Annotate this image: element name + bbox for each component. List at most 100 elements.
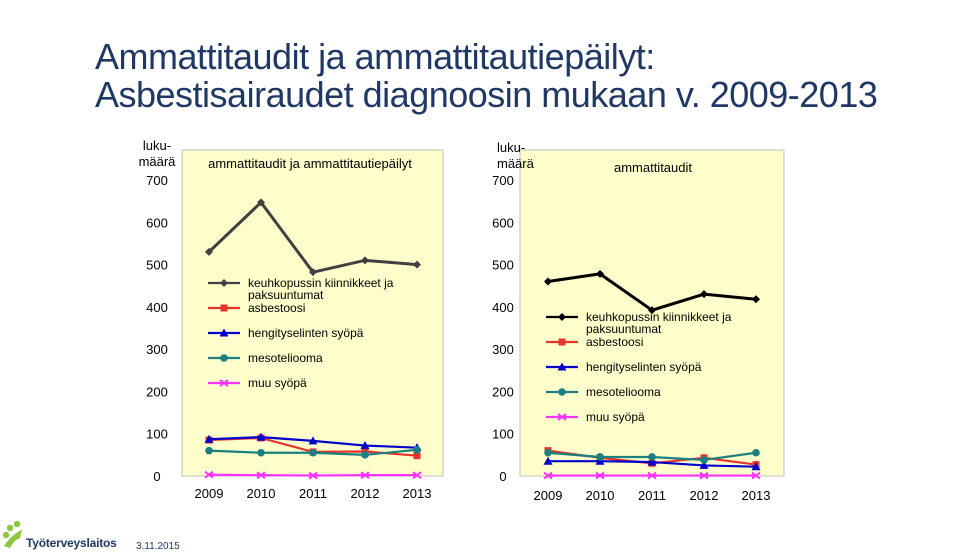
data-point-2013 <box>413 452 421 460</box>
x-tick-label-2012: 2012 <box>690 488 719 503</box>
y-tick-label-0: 0 <box>499 469 506 484</box>
legend-label: mesoteliooma <box>248 351 323 365</box>
logo-mark-icon <box>2 520 22 548</box>
y-tick-label-500: 500 <box>146 258 168 273</box>
data-point-2010 <box>257 448 265 457</box>
y-tick-label-300: 300 <box>492 342 514 357</box>
x-tick-label-2009: 2009 <box>534 488 563 503</box>
y-tick-label-600: 600 <box>146 215 168 230</box>
legend-swatch-marker <box>558 338 566 346</box>
x-tick-label-2010: 2010 <box>247 486 276 501</box>
series-4 <box>544 448 760 464</box>
series-1 <box>544 269 760 315</box>
data-point-2013 <box>751 462 761 471</box>
data-point-2013 <box>752 295 760 304</box>
legend: keuhkopussin kiinnikkeet japaksuuntumata… <box>546 310 732 424</box>
legend-swatch-marker <box>220 354 228 362</box>
data-point-2012 <box>699 471 709 480</box>
slide-title-line-2: Asbestisairaudet diagnoosin mukaan v. 20… <box>95 74 878 115</box>
data-point-2010 <box>257 198 265 207</box>
data-point-2009 <box>544 448 552 457</box>
data-point-2011 <box>308 436 318 445</box>
chart-panel-1: ammattitaudit ja ammattitautiepäilyt luku… <box>139 138 444 501</box>
legend-swatch-marker <box>219 379 229 387</box>
legend-label: keuhkopussin kiinnikkeet ja <box>248 276 394 290</box>
data-point-2013 <box>413 445 421 454</box>
legend-swatch-marker <box>558 388 566 396</box>
data-point-2011 <box>647 471 657 480</box>
x-tick-label-2011: 2011 <box>638 488 666 503</box>
x-tick-label-2013: 2013 <box>403 486 432 501</box>
data-point-2012 <box>699 460 709 469</box>
legend-swatch-marker <box>557 362 567 371</box>
y-axis-label-line-1: luku- <box>497 140 525 155</box>
data-point-2011 <box>648 306 656 315</box>
tyoterveyslaitos-logo <box>2 520 22 548</box>
data-point-2012 <box>700 456 708 464</box>
y-tick-label-600: 600 <box>492 215 514 230</box>
y-tick-label-500: 500 <box>492 258 514 273</box>
data-point-2013 <box>751 471 761 480</box>
plot-area <box>181 149 444 477</box>
y-tick-label-700: 700 <box>492 173 514 188</box>
series-5 <box>543 471 761 480</box>
y-tick-label-400: 400 <box>492 300 514 315</box>
data-point-2009 <box>544 277 552 286</box>
data-point-2009 <box>543 471 553 480</box>
data-point-2012 <box>360 441 370 450</box>
legend-label: muu syöpä <box>248 376 307 390</box>
x-tick-label-2011: 2011 <box>299 486 327 501</box>
legend-swatch-marker <box>219 328 229 337</box>
legend-swatch-marker <box>557 413 567 421</box>
slide-title-line-1: Ammattitaudit ja ammattitautiepäilyt: <box>95 36 655 77</box>
series-1 <box>205 198 421 277</box>
series-4 <box>205 445 421 459</box>
data-point-2011 <box>309 448 317 457</box>
y-tick-label-200: 200 <box>492 384 514 399</box>
x-tick-label-2009: 2009 <box>195 486 224 501</box>
data-point-2010 <box>596 269 604 278</box>
data-point-2010 <box>256 471 266 479</box>
slide-title: Ammattitaudit ja ammattitautiepäilyt: As… <box>95 36 878 115</box>
y-tick-label-300: 300 <box>146 342 168 357</box>
data-point-2010 <box>596 453 604 461</box>
data-point-2013 <box>412 471 422 479</box>
legend-label: muu syöpä <box>586 410 645 424</box>
legend: keuhkopussin kiinnikkeet japaksuuntumata… <box>208 276 394 390</box>
data-point-2012 <box>361 256 369 265</box>
data-point-2009 <box>204 470 214 479</box>
y-tick-label-100: 100 <box>492 427 514 442</box>
legend-swatch-marker <box>220 279 228 287</box>
chart-title: ammattitaudit ja ammattitautiepäilyt <box>208 156 412 171</box>
y-axis-label-line-1: luku- <box>143 138 171 153</box>
data-point-2010 <box>256 432 266 441</box>
y-axis-label-line-2: määrä <box>497 156 535 171</box>
data-point-2012 <box>361 451 369 459</box>
data-point-2013 <box>752 448 760 457</box>
data-point-2011 <box>308 471 318 480</box>
y-tick-label-400: 400 <box>146 300 168 315</box>
data-point-2009 <box>204 434 214 443</box>
legend-label: hengityselinten syöpä <box>248 326 364 340</box>
x-tick-label-2013: 2013 <box>742 488 771 503</box>
x-tick-label-2012: 2012 <box>351 486 380 501</box>
data-point-2011 <box>647 457 657 466</box>
y-tick-label-100: 100 <box>146 427 168 442</box>
legend-swatch-marker <box>558 313 566 321</box>
data-point-2009 <box>205 247 213 256</box>
data-point-2012 <box>700 290 708 299</box>
chart-panel-2: ammattitaudit luku-määrä 0 100 200 300 400 500 6… <box>492 140 785 503</box>
legend-label: paksuuntumat <box>586 322 662 336</box>
data-point-2012 <box>360 471 370 479</box>
data-point-2009 <box>543 456 553 465</box>
chart-title: ammattitaudit <box>614 160 692 175</box>
y-tick-label-200: 200 <box>146 384 168 399</box>
legend-label: mesoteliooma <box>586 385 661 399</box>
x-tick-label-2010: 2010 <box>586 488 615 503</box>
data-point-2009 <box>205 446 213 455</box>
y-tick-label-0: 0 <box>153 469 160 484</box>
legend-swatch-marker <box>220 304 228 312</box>
data-point-2011 <box>648 453 656 461</box>
y-axis-label-line-2: määrä <box>139 154 177 169</box>
